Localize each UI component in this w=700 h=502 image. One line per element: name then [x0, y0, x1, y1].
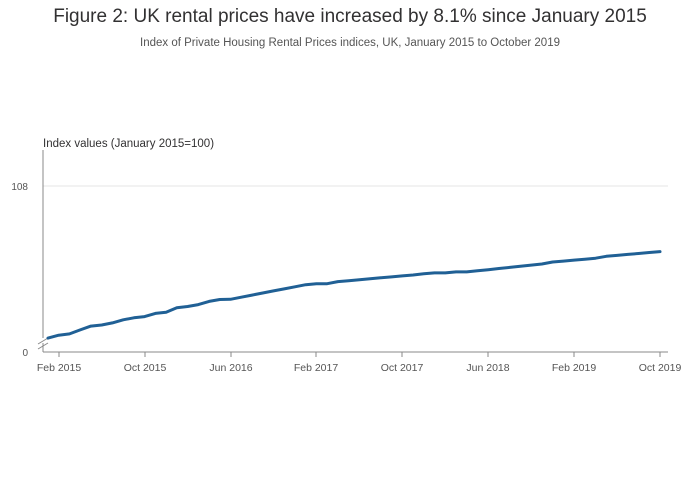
x-tick-label-5: Jun 2018 [466, 362, 509, 374]
chart-subtitle: Index of Private Housing Rental Prices i… [140, 37, 560, 49]
chart-title: Figure 2: UK rental prices have increase… [53, 6, 647, 27]
axis-break-mark-upper [37, 337, 49, 345]
x-tick-label-3: Feb 2017 [294, 362, 339, 374]
x-tick-label-6: Feb 2019 [552, 362, 597, 374]
x-tick-label-1: Oct 2015 [124, 362, 167, 374]
x-tick-label-2: Jun 2016 [209, 362, 252, 374]
y-tick-label-108: 108 [11, 182, 28, 193]
x-tick-label-4: Oct 2017 [381, 362, 424, 374]
series-line [46, 250, 662, 340]
y-axis-label: Index values (January 2015=100) [43, 138, 214, 150]
axis-break-mark-lower [37, 342, 49, 350]
x-tick-label-7: Oct 2019 [639, 362, 682, 374]
x-tick-label-0: Feb 2015 [37, 362, 82, 374]
y-tick-label-0: 0 [22, 348, 28, 359]
